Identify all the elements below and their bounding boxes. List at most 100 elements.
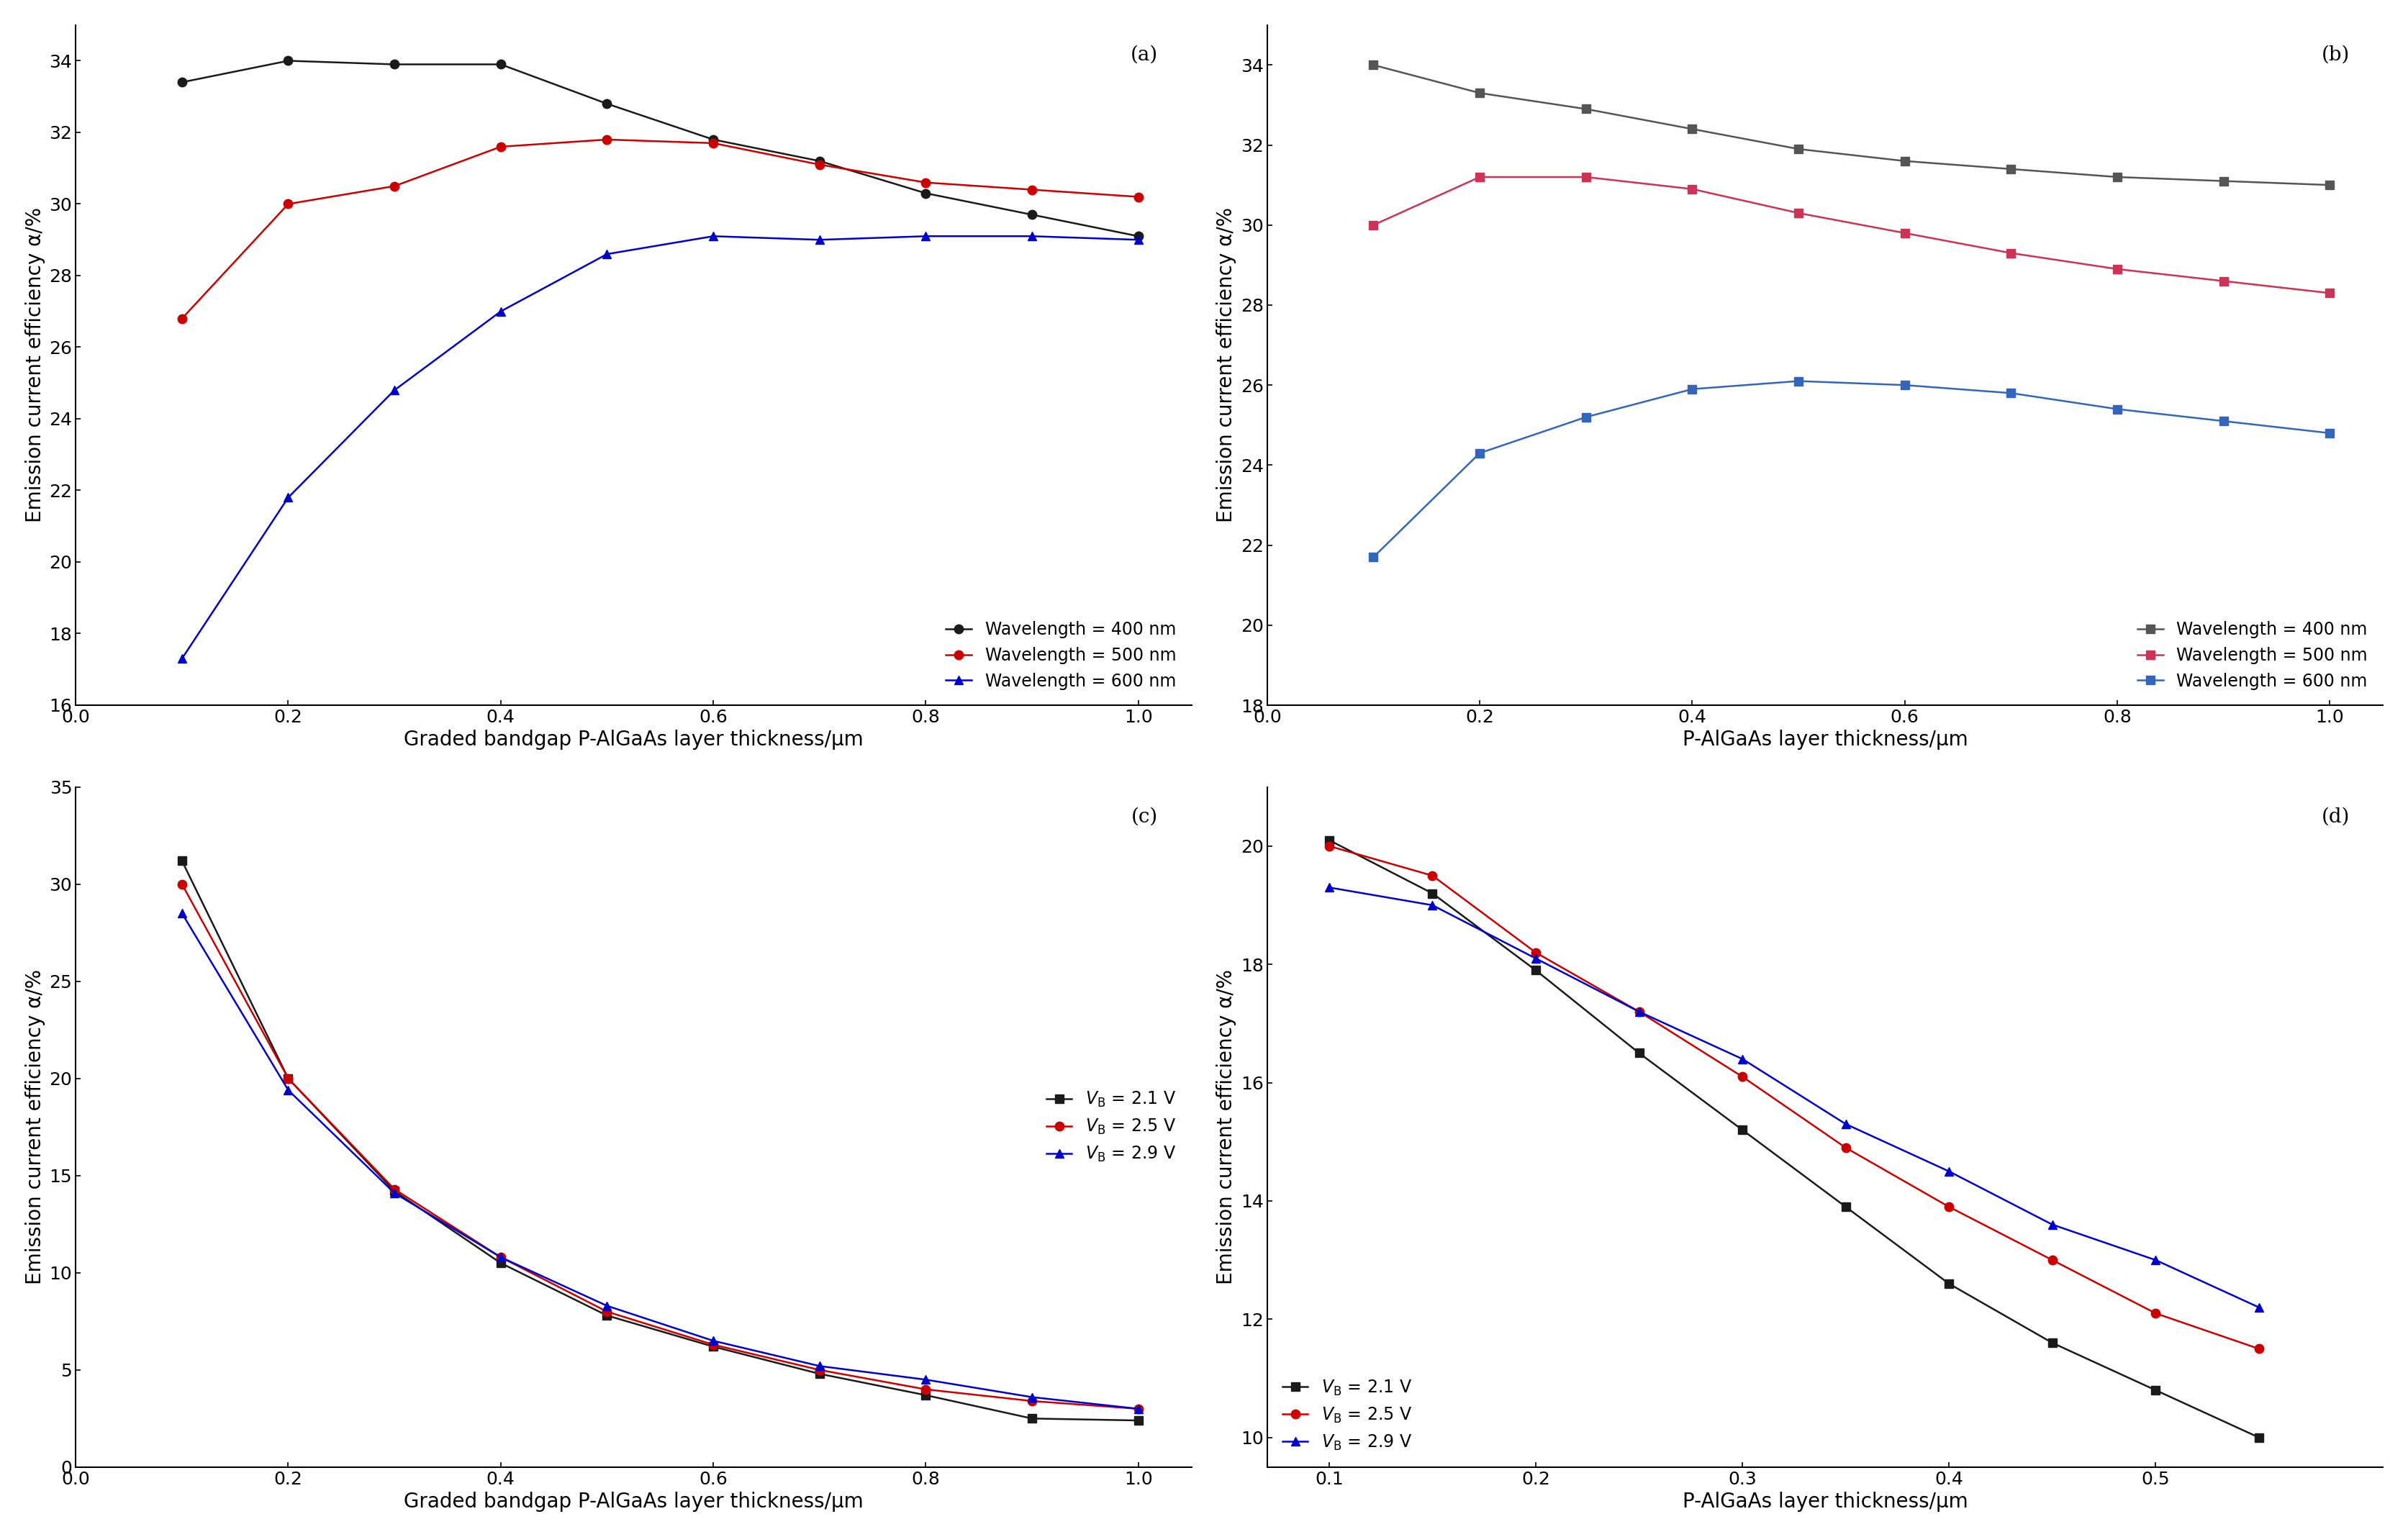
$V_\mathrm{B}$ = 2.9 V [1625, 1002, 1654, 1021]
$V_\mathrm{B}$ = 2.9 V [592, 1297, 621, 1316]
$V_\mathrm{B}$ = 2.5 V [698, 1336, 727, 1354]
$V_\mathrm{B}$ = 2.5 V [1522, 944, 1551, 962]
$V_\mathrm{B}$ = 2.5 V [592, 1302, 621, 1320]
$V_\mathrm{B}$ = 2.1 V [380, 1182, 409, 1200]
Line: $V_\mathrm{B}$ = 2.9 V: $V_\mathrm{B}$ = 2.9 V [178, 908, 1144, 1414]
Wavelength = 500 nm [2208, 272, 2237, 290]
Wavelength = 500 nm [380, 177, 409, 195]
$V_\mathrm{B}$ = 2.5 V [1625, 1002, 1654, 1021]
$V_\mathrm{B}$ = 2.1 V [1125, 1411, 1153, 1429]
$V_\mathrm{B}$ = 2.9 V [698, 1331, 727, 1349]
Wavelength = 600 nm [1678, 380, 1707, 398]
$V_\mathrm{B}$ = 2.5 V [2141, 1303, 2170, 1322]
$V_\mathrm{B}$ = 2.9 V [1934, 1162, 1963, 1180]
$V_\mathrm{B}$ = 2.5 V [1125, 1400, 1153, 1419]
Wavelength = 500 nm [1358, 215, 1387, 234]
X-axis label: Graded bandgap P-AlGaAs layer thickness/μm: Graded bandgap P-AlGaAs layer thickness/… [405, 730, 864, 750]
Wavelength = 500 nm [1784, 204, 1813, 223]
Wavelength = 500 nm [1572, 168, 1601, 186]
$V_\mathrm{B}$ = 2.5 V [380, 1180, 409, 1199]
$V_\mathrm{B}$ = 2.5 V [2037, 1251, 2066, 1270]
$V_\mathrm{B}$ = 2.9 V [2244, 1299, 2273, 1317]
$V_\mathrm{B}$ = 2.1 V [2141, 1380, 2170, 1399]
$V_\mathrm{B}$ = 2.5 V [910, 1380, 939, 1399]
$V_\mathrm{B}$ = 2.1 V [169, 851, 197, 870]
$V_\mathrm{B}$ = 2.1 V [1729, 1120, 1758, 1139]
Wavelength = 600 nm [698, 227, 727, 246]
Legend: $V_\mathrm{B}$ = 2.1 V, $V_\mathrm{B}$ = 2.5 V, $V_\mathrm{B}$ = 2.9 V: $V_\mathrm{B}$ = 2.1 V, $V_\mathrm{B}$ =… [1276, 1371, 1418, 1459]
Wavelength = 400 nm [275, 52, 303, 71]
$V_\mathrm{B}$ = 2.5 V [2244, 1340, 2273, 1359]
$V_\mathrm{B}$ = 2.9 V [1019, 1388, 1047, 1406]
Legend: $V_\mathrm{B}$ = 2.1 V, $V_\mathrm{B}$ = 2.5 V, $V_\mathrm{B}$ = 2.9 V: $V_\mathrm{B}$ = 2.1 V, $V_\mathrm{B}$ =… [1040, 1084, 1182, 1171]
Wavelength = 600 nm [380, 381, 409, 400]
$V_\mathrm{B}$ = 2.9 V [1315, 878, 1344, 896]
Line: Wavelength = 600 nm: Wavelength = 600 nm [178, 232, 1144, 662]
Wavelength = 600 nm [592, 244, 621, 263]
Wavelength = 500 nm [1019, 180, 1047, 198]
Text: (d): (d) [2321, 807, 2350, 827]
$V_\mathrm{B}$ = 2.9 V [1418, 896, 1447, 915]
Wavelength = 400 nm [169, 74, 197, 92]
Line: $V_\mathrm{B}$ = 2.5 V: $V_\mathrm{B}$ = 2.5 V [178, 879, 1144, 1414]
Line: Wavelength = 500 nm: Wavelength = 500 nm [178, 135, 1144, 323]
Wavelength = 500 nm [1125, 188, 1153, 206]
Wavelength = 500 nm [2316, 284, 2345, 303]
Wavelength = 400 nm [2208, 172, 2237, 191]
$V_\mathrm{B}$ = 2.5 V [1019, 1393, 1047, 1411]
Y-axis label: Emission current efficiency α/%: Emission current efficiency α/% [1216, 970, 1238, 1285]
$V_\mathrm{B}$ = 2.1 V [698, 1337, 727, 1356]
Wavelength = 400 nm [1464, 85, 1493, 103]
X-axis label: Graded bandgap P-AlGaAs layer thickness/μm: Graded bandgap P-AlGaAs layer thickness/… [405, 1492, 864, 1512]
Wavelength = 500 nm [1464, 168, 1493, 186]
Wavelength = 400 nm [380, 55, 409, 74]
Line: $V_\mathrm{B}$ = 2.1 V: $V_\mathrm{B}$ = 2.1 V [1324, 836, 2264, 1442]
Wavelength = 600 nm [1019, 227, 1047, 246]
Wavelength = 600 nm [2316, 424, 2345, 443]
$V_\mathrm{B}$ = 2.1 V [1019, 1409, 1047, 1428]
Wavelength = 400 nm [1125, 227, 1153, 246]
$V_\mathrm{B}$ = 2.1 V [275, 1070, 303, 1088]
Wavelength = 400 nm [2316, 175, 2345, 194]
$V_\mathrm{B}$ = 2.9 V [1729, 1050, 1758, 1068]
Line: $V_\mathrm{B}$ = 2.9 V: $V_\mathrm{B}$ = 2.9 V [1324, 882, 2264, 1313]
$V_\mathrm{B}$ = 2.5 V [1729, 1068, 1758, 1087]
Wavelength = 400 nm [804, 152, 833, 171]
$V_\mathrm{B}$ = 2.1 V [592, 1306, 621, 1325]
Wavelength = 400 nm [1784, 140, 1813, 158]
Line: Wavelength = 600 nm: Wavelength = 600 nm [1368, 377, 2333, 561]
$V_\mathrm{B}$ = 2.1 V [1832, 1197, 1861, 1216]
Wavelength = 400 nm [1996, 160, 2025, 178]
$V_\mathrm{B}$ = 2.9 V [1522, 950, 1551, 968]
Wavelength = 600 nm [1125, 231, 1153, 249]
$V_\mathrm{B}$ = 2.5 V [486, 1248, 515, 1266]
X-axis label: P-AlGaAs layer thickness/μm: P-AlGaAs layer thickness/μm [1683, 1492, 1967, 1512]
$V_\mathrm{B}$ = 2.9 V [1125, 1400, 1153, 1419]
Wavelength = 500 nm [592, 131, 621, 149]
Wavelength = 500 nm [804, 155, 833, 174]
Wavelength = 400 nm [2102, 168, 2131, 186]
$V_\mathrm{B}$ = 2.9 V [1832, 1114, 1861, 1133]
Wavelength = 500 nm [1996, 244, 2025, 263]
$V_\mathrm{B}$ = 2.1 V [2037, 1334, 2066, 1353]
$V_\mathrm{B}$ = 2.9 V [169, 904, 197, 922]
$V_\mathrm{B}$ = 2.1 V [1625, 1044, 1654, 1062]
Wavelength = 600 nm [910, 227, 939, 246]
Wavelength = 500 nm [486, 137, 515, 155]
Wavelength = 500 nm [698, 134, 727, 152]
Legend: Wavelength = 400 nm, Wavelength = 500 nm, Wavelength = 600 nm: Wavelength = 400 nm, Wavelength = 500 nm… [939, 615, 1182, 696]
Wavelength = 400 nm [486, 55, 515, 74]
Legend: Wavelength = 400 nm, Wavelength = 500 nm, Wavelength = 600 nm: Wavelength = 400 nm, Wavelength = 500 nm… [2131, 615, 2374, 696]
Wavelength = 600 nm [1358, 547, 1387, 566]
$V_\mathrm{B}$ = 2.5 V [275, 1070, 303, 1088]
$V_\mathrm{B}$ = 2.5 V [1418, 867, 1447, 885]
$V_\mathrm{B}$ = 2.1 V [804, 1365, 833, 1383]
Wavelength = 400 nm [1890, 152, 1919, 171]
Wavelength = 500 nm [275, 195, 303, 214]
Wavelength = 600 nm [1464, 444, 1493, 463]
$V_\mathrm{B}$ = 2.9 V [804, 1357, 833, 1376]
Wavelength = 400 nm [1358, 55, 1387, 74]
$V_\mathrm{B}$ = 2.5 V [1934, 1197, 1963, 1216]
$V_\mathrm{B}$ = 2.9 V [2037, 1216, 2066, 1234]
Line: $V_\mathrm{B}$ = 2.1 V: $V_\mathrm{B}$ = 2.1 V [178, 856, 1144, 1425]
